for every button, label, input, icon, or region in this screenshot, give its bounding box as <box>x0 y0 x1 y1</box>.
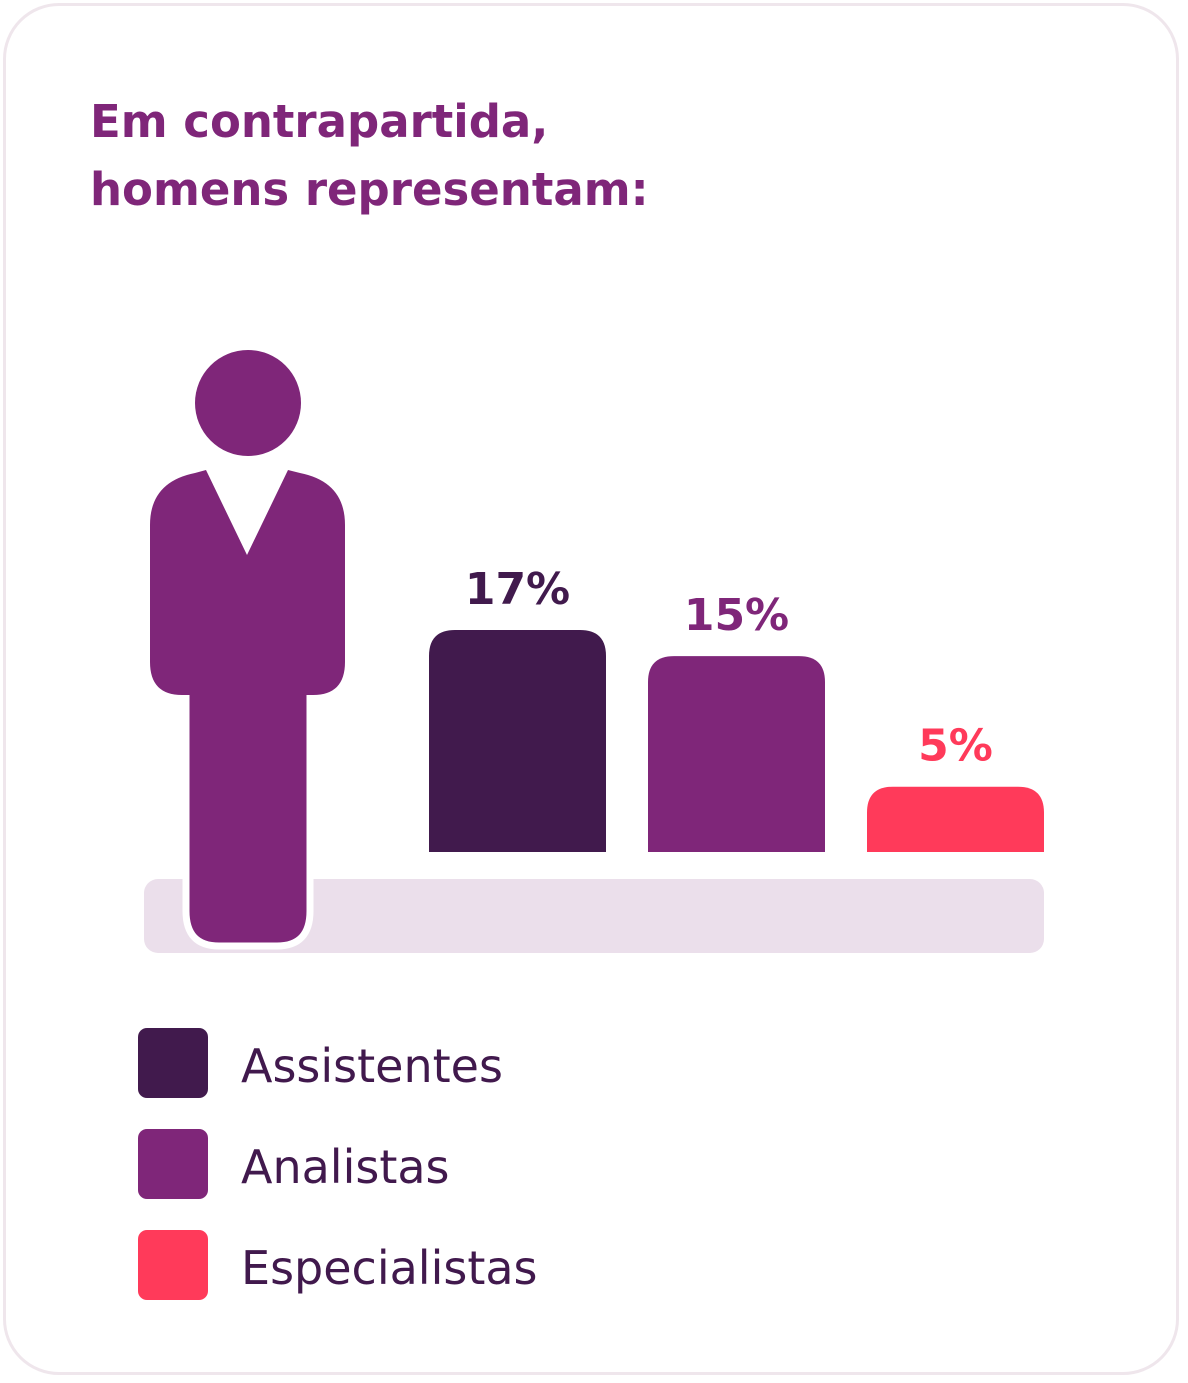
legend-swatch <box>138 1028 208 1098</box>
value-label-assistentes: 17% <box>465 564 570 615</box>
legend-item-especialistas: Especialistas <box>138 1230 838 1300</box>
legend-label: Especialistas <box>241 1241 538 1295</box>
man-figure-icon <box>150 350 345 950</box>
chart-baseline <box>144 879 1044 953</box>
figure-torso <box>150 470 345 695</box>
bar-assistentes <box>429 630 606 852</box>
bar-especialistas <box>867 786 1044 852</box>
chart-title: Em contrapartida, homens representam: <box>90 88 990 224</box>
figure-head <box>195 350 301 456</box>
chart-title-line-2: homens representam: <box>90 163 649 216</box>
bars-group <box>429 630 1044 852</box>
chart-title-line-1: Em contrapartida, <box>90 95 549 148</box>
legend-label: Assistentes <box>241 1039 503 1093</box>
legend-item-analistas: Analistas <box>138 1129 838 1199</box>
value-label-especialistas: 5% <box>918 721 993 772</box>
bar-analistas <box>648 656 825 852</box>
figure-legs <box>182 672 314 950</box>
legend-label: Analistas <box>241 1140 450 1194</box>
legend-item-assistentes: Assistentes <box>138 1028 838 1098</box>
value-labels-group: 17% 15% 5% <box>465 564 993 772</box>
legend-swatch <box>138 1230 208 1300</box>
value-label-analistas: 15% <box>684 590 789 641</box>
legend-swatch <box>138 1129 208 1199</box>
legend: Assistentes Analistas Especialistas <box>138 1028 838 1331</box>
